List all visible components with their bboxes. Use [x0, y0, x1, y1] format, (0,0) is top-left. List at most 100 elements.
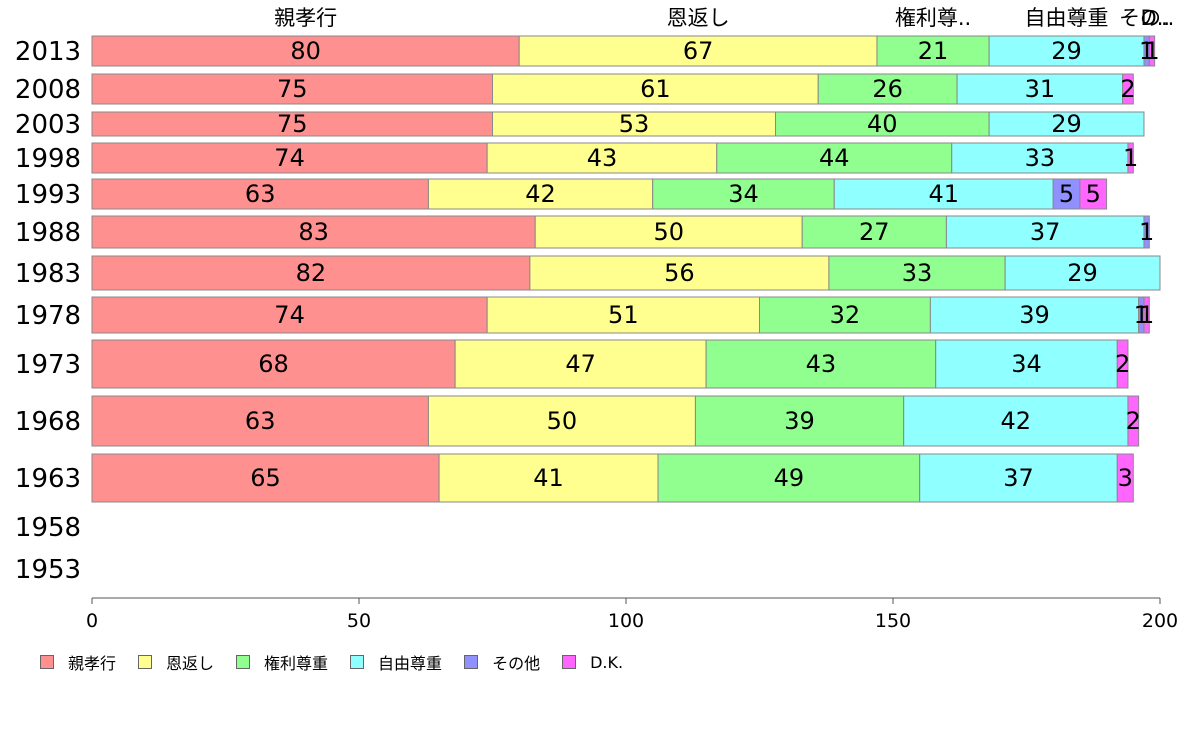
bar-segment: [91, 296, 488, 334]
legend-label: 自由尊重: [378, 654, 443, 673]
bar-value-label: 56: [664, 259, 695, 287]
bar-value-label: 27: [859, 218, 890, 246]
bar-segment: [91, 453, 440, 503]
bar-value-label: 51: [608, 301, 639, 329]
bar-segment: [833, 178, 1054, 210]
bar-segment: [91, 142, 488, 174]
bar-value-label: 34: [1011, 350, 1042, 378]
bar-segment: [91, 35, 520, 67]
bar-value-label: 5: [1059, 180, 1074, 208]
x-tick-label: 50: [347, 610, 371, 632]
x-tick-label: 0: [86, 610, 98, 632]
year-label: 1993: [15, 180, 81, 210]
bar-segment: [492, 73, 819, 105]
legend-label: 恩返し: [166, 654, 215, 673]
bar-segment: [427, 178, 654, 210]
year-label: 1963: [15, 464, 81, 494]
bar-segment: [1127, 395, 1140, 447]
year-label: 2003: [15, 110, 81, 140]
bar-value-label: 47: [565, 350, 596, 378]
bar-segment: [1143, 296, 1150, 334]
bar-segment: [91, 339, 456, 389]
x-tick-label: 200: [1142, 610, 1178, 632]
bar-value-label: 50: [547, 407, 578, 435]
bar-value-label: 29: [1067, 259, 1098, 287]
bar-value-label: 29: [1051, 37, 1082, 65]
top-category-label: 恩返し: [667, 6, 730, 30]
bar-value-label: 32: [830, 301, 861, 329]
bar-value-label: 63: [245, 407, 276, 435]
bar-segment: [694, 395, 905, 447]
bar-value-label: 40: [867, 110, 898, 138]
bar-value-label: 49: [774, 464, 805, 492]
bar-segment: [91, 215, 536, 249]
x-tick-label: 150: [875, 610, 911, 632]
year-label: 1973: [15, 350, 81, 380]
bar-value-label: 61: [640, 75, 671, 103]
bar-value-label: 74: [274, 144, 305, 172]
bar-value-label: 39: [784, 407, 815, 435]
bar-value-label: 42: [525, 180, 556, 208]
bar-segment: [956, 73, 1124, 105]
bar-segment: [427, 395, 696, 447]
bar-segment: [903, 395, 1129, 447]
bar-value-label: 39: [1019, 301, 1050, 329]
bar-segment: [534, 215, 803, 249]
legend-swatch: [40, 655, 54, 669]
bar-segment: [1116, 339, 1129, 389]
legend-label: その他: [492, 654, 541, 673]
year-label: 1968: [15, 407, 81, 437]
bar-segment: [657, 453, 921, 503]
bar-value-label: 33: [902, 259, 933, 287]
year-label: 1983: [15, 259, 81, 289]
legend-item: その他: [464, 650, 540, 674]
bar-value-label: 43: [587, 144, 618, 172]
bar-segment: [518, 35, 878, 67]
bar-segment: [529, 255, 830, 291]
legend-label: D.K.: [590, 652, 624, 672]
bar-segment: [1004, 255, 1161, 291]
bar-value-label: 83: [298, 218, 329, 246]
top-category-label: 権利尊..: [895, 6, 971, 30]
bar-value-label: 1: [1139, 218, 1154, 246]
bar-value-label: 63: [245, 180, 276, 208]
bar-segment: [1116, 453, 1134, 503]
bar-segment: [486, 296, 760, 334]
top-category-label: その..: [1119, 6, 1174, 30]
bar-value-label: 65: [250, 464, 281, 492]
bar-value-label: 37: [1030, 218, 1061, 246]
bar-value-label: 29: [1051, 110, 1082, 138]
legend: 親孝行 恩返し 権利尊重 自由尊重 その他 D.K.: [40, 650, 645, 674]
bar-segment: [91, 111, 493, 137]
bar-value-label: 53: [619, 110, 650, 138]
bar-value-label: 2: [1120, 75, 1135, 103]
bar-segment: [91, 395, 429, 447]
x-tick-label: 100: [608, 610, 644, 632]
legend-item: D.K.: [562, 650, 623, 674]
legend-swatch: [562, 655, 577, 669]
bar-segment: [1079, 178, 1108, 210]
bar-segment: [951, 142, 1129, 174]
bar-value-label: 82: [296, 259, 327, 287]
bar-value-label: 41: [928, 180, 959, 208]
bar-value-label: 68: [258, 350, 289, 378]
top-category-label: 親孝行: [274, 6, 337, 30]
bar-value-label: 75: [277, 75, 308, 103]
bar-value-label: 74: [274, 301, 305, 329]
legend-item: 恩返し: [138, 650, 214, 674]
bar-segment: [988, 111, 1145, 137]
bar-value-label: 43: [806, 350, 837, 378]
bar-value-label: 26: [872, 75, 903, 103]
bar-segment: [486, 142, 718, 174]
top-category-label: 自由尊重: [1025, 6, 1109, 30]
bar-value-label: 31: [1025, 75, 1056, 103]
bar-segment: [935, 339, 1118, 389]
bar-value-label: 50: [653, 218, 684, 246]
bar-segment: [801, 215, 947, 249]
bar-segment: [716, 142, 953, 174]
bar-segment: [1148, 35, 1156, 67]
bar-segment: [438, 453, 659, 503]
year-label: 1978: [15, 301, 81, 331]
top-category-label: D..: [1141, 6, 1171, 30]
